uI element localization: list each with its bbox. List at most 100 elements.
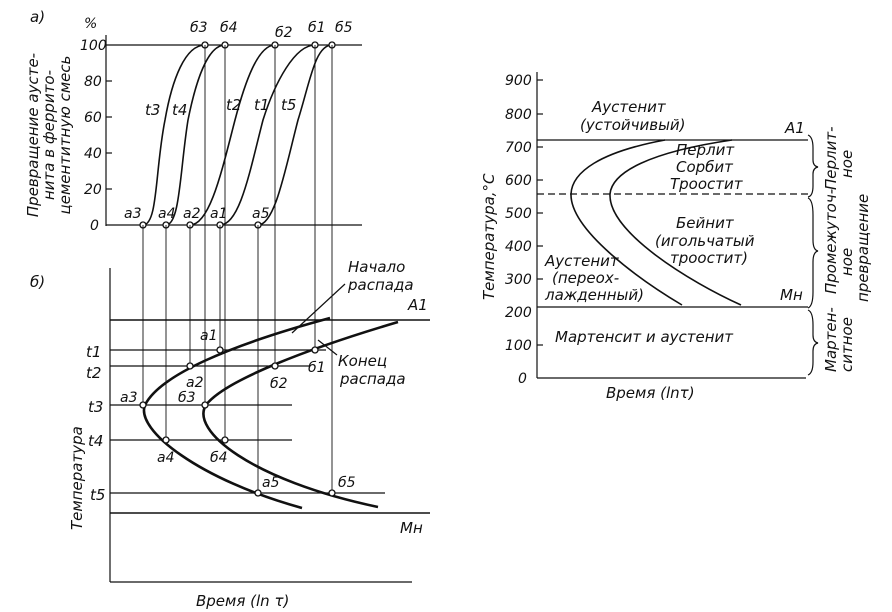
start-label-line: распада	[347, 276, 414, 294]
panel-b-start-points: a1 a2 a3 a4 a5	[120, 328, 280, 497]
bracket-martensite	[807, 309, 819, 376]
temp-label-t5: t5	[90, 486, 105, 504]
point-b1	[311, 346, 319, 354]
end-label-line: распада	[339, 370, 406, 388]
point-a2	[186, 362, 194, 370]
panel-b-letter: б)	[30, 273, 45, 291]
panel-b-end-points: б1 б2 б3 б4 б5	[178, 346, 356, 497]
point-b2	[271, 362, 279, 370]
bracket-label-martensite: ситное	[838, 317, 856, 372]
bracket-label-intermediate: ное	[838, 248, 856, 276]
kinetic-curve-t1	[219, 44, 316, 226]
point-label: б5	[335, 20, 353, 36]
temp-label-t2: t2	[86, 364, 101, 382]
point-label: б3	[190, 20, 208, 36]
y-label-line: цементитную смесь	[56, 56, 74, 215]
region-austenite-supercooled: (переох-	[552, 269, 619, 287]
bracket-intermediate	[807, 197, 819, 309]
point-a4	[162, 436, 170, 444]
point-a3	[139, 401, 147, 409]
region-bainite: Бейнит	[676, 214, 735, 232]
point-b4	[221, 436, 229, 444]
bracket-label-pearlite: Перлит-	[822, 126, 840, 190]
y-tick-label: 20	[84, 182, 102, 198]
panel-a-y-ticks: 100 80 60 40 20 0	[80, 38, 112, 234]
panel-b-a1-label: A1	[407, 296, 428, 314]
panel-c-x-label: Время (lnτ)	[606, 384, 695, 402]
y-label-line: нита в феррито-	[40, 70, 58, 200]
y-tick-label: 600	[505, 173, 532, 189]
kinetic-curve-t3	[142, 44, 206, 226]
point-label: a5	[262, 475, 280, 491]
curve-label-t1: t1	[254, 96, 269, 114]
point-label: б4	[220, 20, 238, 36]
y-tick-label: 0	[90, 218, 99, 234]
bracket-label-intermediate: Промежуточ-	[822, 189, 840, 294]
panel-c-mn-label: Mн	[780, 286, 803, 304]
end-label-line: Конец	[338, 352, 387, 370]
kinetic-curve-t5	[257, 44, 333, 226]
panel-c-start-curve	[570, 139, 683, 306]
panel-a-end-points: б3 б4 б2 б1 б5	[190, 20, 353, 49]
start-of-transformation-curve	[142, 316, 331, 510]
y-tick-label: 200	[505, 305, 532, 321]
point-label: б2	[275, 25, 293, 41]
point-b3	[201, 401, 209, 409]
y-tick-label: 900	[505, 73, 532, 89]
point-label: a2	[186, 375, 204, 391]
point-label: a2	[183, 206, 201, 222]
panel-c: 900 800 700 600 500 400 300 200 100 0 A1…	[480, 72, 872, 402]
point-label: a3	[124, 206, 142, 222]
temp-label-t4: t4	[88, 432, 103, 450]
point-label: б3	[178, 390, 196, 406]
region-pearlite: Троостит	[670, 175, 744, 193]
start-label-line: Начало	[348, 258, 405, 276]
point-a1	[216, 346, 224, 354]
temp-label-t1: t1	[86, 343, 101, 361]
curve-label-t4: t4	[172, 101, 187, 119]
panel-a: а) % 100 80 60 40 20 0 Превращение аусте…	[24, 8, 362, 234]
y-tick-label: 500	[505, 206, 532, 222]
y-tick-label: 40	[84, 146, 102, 162]
y-tick-label: 100	[505, 338, 532, 354]
point-label: б4	[210, 450, 228, 466]
panel-b-mn-label: Мн	[400, 519, 423, 537]
y-tick-label: 800	[505, 107, 532, 123]
temp-label-t3: t3	[88, 398, 103, 416]
kinetic-curve-t4	[165, 44, 226, 226]
curve-label-t5: t5	[281, 96, 296, 114]
bracket-label-martensite: Мартен-	[822, 307, 840, 372]
y-tick-label: 100	[80, 38, 107, 54]
point-label: б1	[308, 360, 326, 376]
y-tick-label: 60	[84, 110, 102, 126]
point-a5	[254, 489, 262, 497]
y-tick-label: 80	[84, 74, 102, 90]
panel-a-start-points: a3 a4 a2 a1 a5	[124, 206, 270, 229]
point-label: a5	[252, 206, 270, 222]
region-austenite-stable: (устойчивый)	[580, 116, 686, 134]
bracket-pearlite	[807, 134, 819, 198]
kinetic-curve-t2	[189, 44, 276, 226]
panel-c-y-ticks: 900 800 700 600 500 400 300 200 100 0	[505, 73, 543, 387]
region-bainite: троостит)	[670, 249, 748, 267]
y-tick-label: 300	[505, 272, 532, 288]
y-label-line: Превращение аусте-	[24, 53, 42, 217]
projection-lines	[142, 45, 333, 493]
bracket-label-pearlite: ное	[838, 150, 856, 178]
panel-a-y-label: Превращение аусте- нита в феррито- цемен…	[24, 53, 74, 217]
panel-b: б) A1 Мн t1 t2 t3 t4 t5 Начало распада К…	[30, 258, 430, 610]
point-label: a4	[158, 206, 176, 222]
point-label: a3	[120, 390, 138, 406]
region-martensite: Мартенсит и аустенит	[555, 328, 734, 346]
point-label: a1	[200, 328, 218, 344]
panel-a-y-unit: %	[84, 16, 97, 32]
point-label: a1	[210, 206, 228, 222]
panel-c-a1-label: A1	[784, 119, 805, 137]
point-label: б2	[270, 376, 288, 392]
panel-b-x-label: Время (ln τ)	[196, 592, 289, 610]
panel-c-y-label: Температура,°С	[480, 173, 498, 300]
region-austenite-stable: Аустенит	[591, 98, 667, 116]
region-austenite-supercooled: лажденный)	[544, 286, 644, 304]
region-austenite-supercooled: Аустенит	[544, 252, 620, 270]
